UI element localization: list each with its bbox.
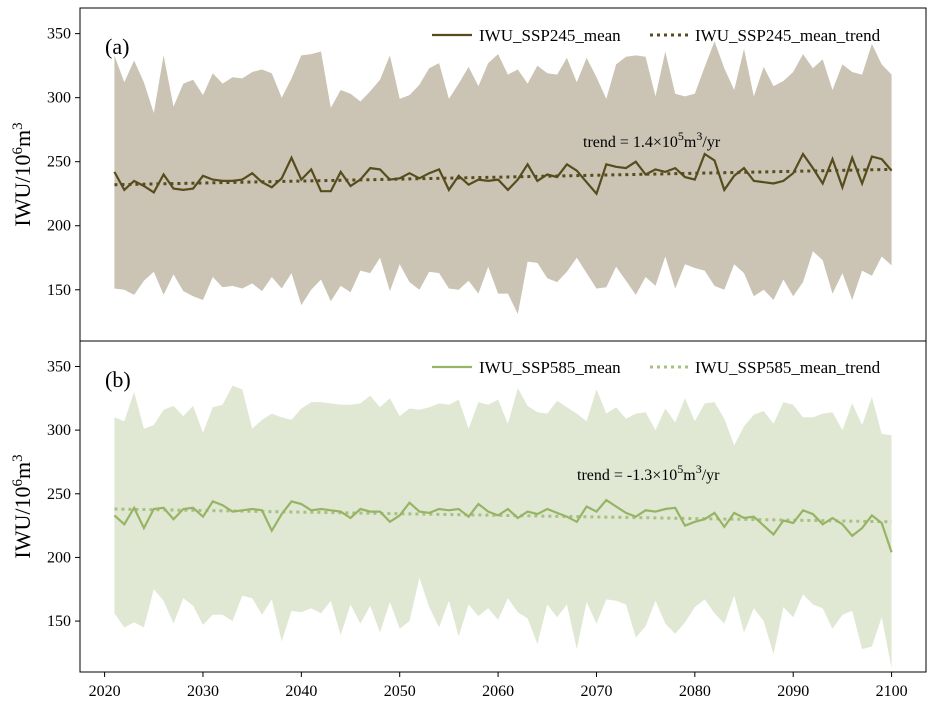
- trend-annotation-b: trend = -1.3×105m3/yr: [577, 462, 720, 484]
- y-axis-label-base: IWU/10: [10, 155, 35, 227]
- y-tick-label-b-300: 300: [47, 422, 71, 439]
- y-tick-label-a-200: 200: [47, 218, 71, 235]
- mean-line-b: [113, 498, 893, 553]
- x-tick-label-2060: 2060: [482, 683, 514, 700]
- trend-annotation-suffix: /yr: [702, 134, 720, 151]
- trend-annotation-unit-exp: 3: [696, 129, 702, 143]
- trend-annotation-suffix: /yr: [702, 467, 720, 484]
- y-tick-label-a-250: 250: [47, 154, 71, 171]
- legend-mean-label-a: IWU_SSP245_mean: [479, 26, 621, 45]
- trend-annotation-prefix: trend = -1.3×10: [577, 467, 677, 484]
- trend-annotation-unit: m: [684, 134, 697, 151]
- x-tick-label-2030: 2030: [187, 683, 219, 700]
- y-axis-label-exp: 6: [10, 147, 26, 155]
- legend-trend-label-a: IWU_SSP245_mean_trend: [695, 26, 881, 45]
- y-axis-label-unit: m: [10, 462, 35, 479]
- y-tick-label-a-150: 150: [47, 282, 71, 299]
- x-tick-label-2070: 2070: [580, 683, 612, 700]
- y-tick-label-b-350: 350: [47, 358, 71, 375]
- legend-mean-label-b: IWU_SSP585_mean: [479, 358, 621, 377]
- y-axis-label-unit: m: [10, 130, 35, 147]
- y-tick-label-b-150: 150: [47, 613, 71, 630]
- x-tick-label-2050: 2050: [384, 683, 416, 700]
- trend-annotation-prefix: trend = 1.4×10: [583, 134, 678, 151]
- y-tick-label-a-350: 350: [47, 26, 71, 43]
- y-axis-label-unit-exp: 3: [10, 454, 26, 462]
- trend-annotation-unit: m: [683, 467, 696, 484]
- uncertainty-band-a: [114, 41, 892, 315]
- y-axis-label-unit-exp: 3: [10, 122, 26, 130]
- y-axis-label-b: IWU/106m3: [10, 454, 35, 558]
- trend-annotation-exp: 5: [677, 462, 683, 476]
- x-tick-label-2080: 2080: [679, 683, 711, 700]
- y-axis-label-exp: 6: [10, 479, 26, 487]
- panel-label-a: (a): [105, 34, 129, 59]
- legend-trend-label-b: IWU_SSP585_mean_trend: [695, 358, 881, 377]
- uncertainty-band-b: [114, 385, 892, 669]
- trend-annotation-a: trend = 1.4×105m3/yr: [583, 129, 721, 151]
- x-tick-label-2100: 2100: [876, 683, 908, 700]
- mean-line-a: [113, 151, 893, 196]
- y-tick-label-b-200: 200: [47, 549, 71, 566]
- x-axis: 2020 2030 2040 2050 2060 2070 2080 2090 2100: [89, 672, 908, 700]
- panel-frame-b: [79, 340, 927, 673]
- x-tick-label-2020: 2020: [89, 683, 121, 700]
- panel-label-b: (b): [105, 367, 131, 392]
- y-tick-label-a-300: 300: [47, 90, 71, 107]
- x-tick-label-2040: 2040: [285, 683, 317, 700]
- trend-annotation-exp: 5: [678, 129, 684, 143]
- trend-annotation-unit-exp: 3: [696, 462, 702, 476]
- y-tick-label-b-250: 250: [47, 486, 71, 503]
- x-tick-label-2090: 2090: [777, 683, 809, 700]
- y-axis-label-base: IWU/10: [10, 487, 35, 559]
- y-axis-label-a: IWU/106m3: [10, 122, 35, 226]
